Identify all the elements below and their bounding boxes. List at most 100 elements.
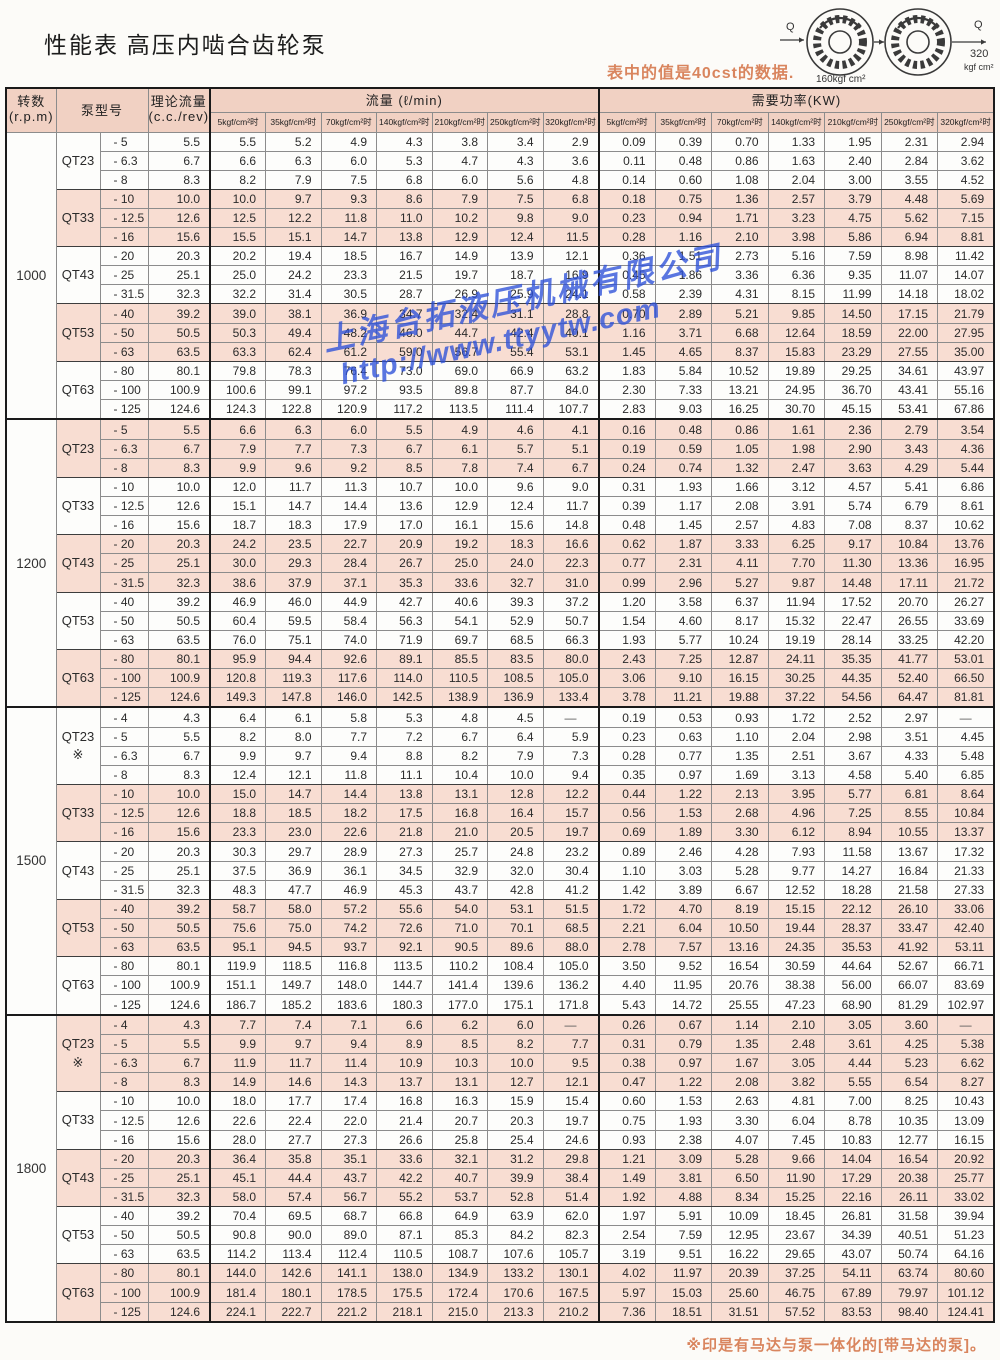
- power-value-cell: 6.62: [937, 1053, 995, 1074]
- flow-value-cell: 26.9: [431, 284, 489, 305]
- theoretical-flow-cell: 39.2: [147, 591, 211, 612]
- power-value-cell: 1.51: [654, 246, 713, 267]
- flow-value-cell: 92.1: [376, 937, 433, 958]
- power-value-cell: 3.05: [824, 1014, 882, 1036]
- flow-value-cell: —: [542, 1014, 600, 1036]
- flow-value-cell: 7.4: [487, 457, 544, 478]
- flow-value-cell: 11.1: [376, 765, 433, 786]
- flow-value-cell: 18.2: [320, 803, 378, 824]
- flow-value-cell: 108.7: [431, 1244, 489, 1265]
- flow-value-cell: 21.4: [376, 1110, 433, 1131]
- power-value-cell: 0.94: [654, 207, 713, 229]
- power-pressure-header: 70kgf/cm²时: [711, 111, 769, 133]
- power-value-cell: 81.29: [880, 994, 939, 1016]
- theoretical-flow-cell: 80.1: [147, 956, 211, 977]
- power-value-cell: 0.47: [597, 1072, 656, 1093]
- power-value-cell: 0.38: [597, 1053, 656, 1074]
- power-value-cell: 1.93: [654, 1110, 713, 1131]
- table-row: - 50 50.5 60.4 59.5 58.4 56.3 54.1 52.9 50.7 1.54…: [6, 610, 995, 631]
- power-value-cell: 20.39: [711, 1263, 769, 1284]
- power-value-cell: 0.97: [654, 1053, 713, 1074]
- power-value-cell: 13.21: [711, 379, 769, 401]
- pressure-subheader-row: 5kgf/cm²时 35kgf/cm²时 70kgf/cm²时 140kgf/cm²时…: [6, 111, 995, 133]
- flow-value-cell: 3.4: [487, 131, 544, 152]
- displacement-cell: - 100: [99, 1282, 149, 1303]
- flow-value-cell: 27.3: [320, 1129, 378, 1150]
- power-value-cell: 2.79: [880, 418, 939, 440]
- power-value-cell: 0.79: [654, 1034, 713, 1055]
- flow-value-cell: 7.3: [542, 745, 600, 767]
- flow-value-cell: 7.5: [320, 169, 378, 190]
- displacement-cell: - 8: [99, 1072, 149, 1093]
- flow-value-cell: 46.9: [320, 879, 378, 900]
- power-value-cell: 0.19: [597, 706, 656, 728]
- power-value-cell: 17.52: [824, 591, 882, 612]
- table-row: - 125 124.6 224.1 222.7 221.2 218.1 215.0 213.3…: [6, 1301, 995, 1323]
- power-value-cell: 7.59: [654, 1225, 713, 1246]
- model-cell: QT53: [55, 898, 101, 958]
- flow-value-cell: 38.6: [209, 572, 267, 593]
- flow-value-cell: 167.5: [542, 1282, 600, 1303]
- flow-value-cell: 6.7: [542, 457, 600, 478]
- power-value-cell: 7.59: [824, 246, 882, 267]
- power-value-cell: 5.43: [597, 994, 656, 1016]
- flow-value-cell: 13.8: [376, 227, 433, 248]
- power-value-cell: 4.83: [767, 515, 826, 536]
- displacement-cell: - 40: [99, 591, 149, 612]
- flow-value-cell: 11.0: [376, 207, 433, 229]
- power-value-cell: 66.71: [937, 956, 995, 977]
- theoretical-flow-cell: 80.1: [147, 360, 211, 381]
- power-value-cell: 11.94: [767, 591, 826, 612]
- flow-value-cell: 23.3: [320, 265, 378, 286]
- flow-value-cell: 37.1: [320, 572, 378, 593]
- power-value-cell: 41.77: [880, 648, 939, 670]
- flow-value-cell: 95.1: [209, 937, 267, 958]
- flow-value-cell: 6.8: [376, 169, 433, 190]
- power-value-cell: 4.31: [711, 284, 769, 305]
- power-value-cell: 27.95: [937, 322, 995, 343]
- flow-value-cell: 120.9: [320, 399, 378, 421]
- power-value-cell: 5.97: [597, 1282, 656, 1303]
- power-value-cell: 11.07: [880, 265, 939, 286]
- power-value-cell: 18.51: [654, 1301, 713, 1323]
- flow-value-cell: 19.2: [431, 534, 489, 555]
- power-value-cell: 4.60: [654, 610, 713, 631]
- flow-value-cell: 22.3: [542, 553, 600, 574]
- power-value-cell: 4.11: [711, 553, 769, 574]
- flow-value-cell: 25.4: [487, 1129, 544, 1150]
- flow-value-cell: 9.3: [320, 188, 378, 209]
- displacement-cell: - 125: [99, 1301, 149, 1323]
- power-value-cell: 3.51: [880, 726, 939, 747]
- flow-value-cell: 12.9: [431, 227, 489, 248]
- page-title: 性能表 高压内啮合齿轮泵: [44, 33, 327, 58]
- power-value-cell: 24.11: [767, 648, 826, 670]
- flow-value-cell: 55.4: [487, 341, 544, 362]
- power-value-cell: 0.77: [654, 745, 713, 767]
- flow-value-cell: 46.0: [376, 322, 433, 343]
- flow-value-cell: 23.2: [542, 841, 600, 862]
- power-value-cell: 5.28: [711, 1148, 769, 1169]
- power-value-cell: 27.33: [937, 879, 995, 900]
- power-value-cell: 0.48: [654, 150, 713, 171]
- power-value-cell: 10.52: [711, 360, 769, 381]
- flow-value-cell: 7.5: [487, 188, 544, 209]
- power-value-cell: 1.93: [654, 476, 713, 498]
- flow-value-cell: 9.4: [320, 745, 378, 767]
- power-value-cell: 0.58: [597, 284, 656, 305]
- power-value-cell: 1.67: [711, 1053, 769, 1074]
- power-value-cell: 3.33: [711, 534, 769, 555]
- table-row: QT53- 40 39.2 70.4 69.5 68.7 66.8 64.9 63.9 62.0…: [6, 1206, 995, 1265]
- power-value-cell: 44.35: [824, 668, 882, 689]
- theoretical-flow-cell: 32.3: [147, 879, 211, 900]
- flow-value-cell: 6.2: [431, 1014, 489, 1036]
- flow-value-cell: 68.7: [320, 1206, 378, 1227]
- power-value-cell: 5.62: [880, 207, 939, 229]
- flow-value-cell: 5.6: [487, 169, 544, 190]
- flow-value-cell: 30.0: [209, 553, 267, 574]
- table-row: - 100 100.9 151.1 149.7 148.0 144.7 141.4 139.6…: [6, 975, 995, 996]
- flow-value-cell: 14.7: [265, 784, 322, 805]
- flow-value-cell: 75.6: [209, 917, 267, 939]
- flow-value-cell: 31.1: [487, 303, 544, 324]
- flow-value-cell: 14.7: [265, 496, 322, 517]
- flow-value-cell: 58.0: [209, 1186, 267, 1208]
